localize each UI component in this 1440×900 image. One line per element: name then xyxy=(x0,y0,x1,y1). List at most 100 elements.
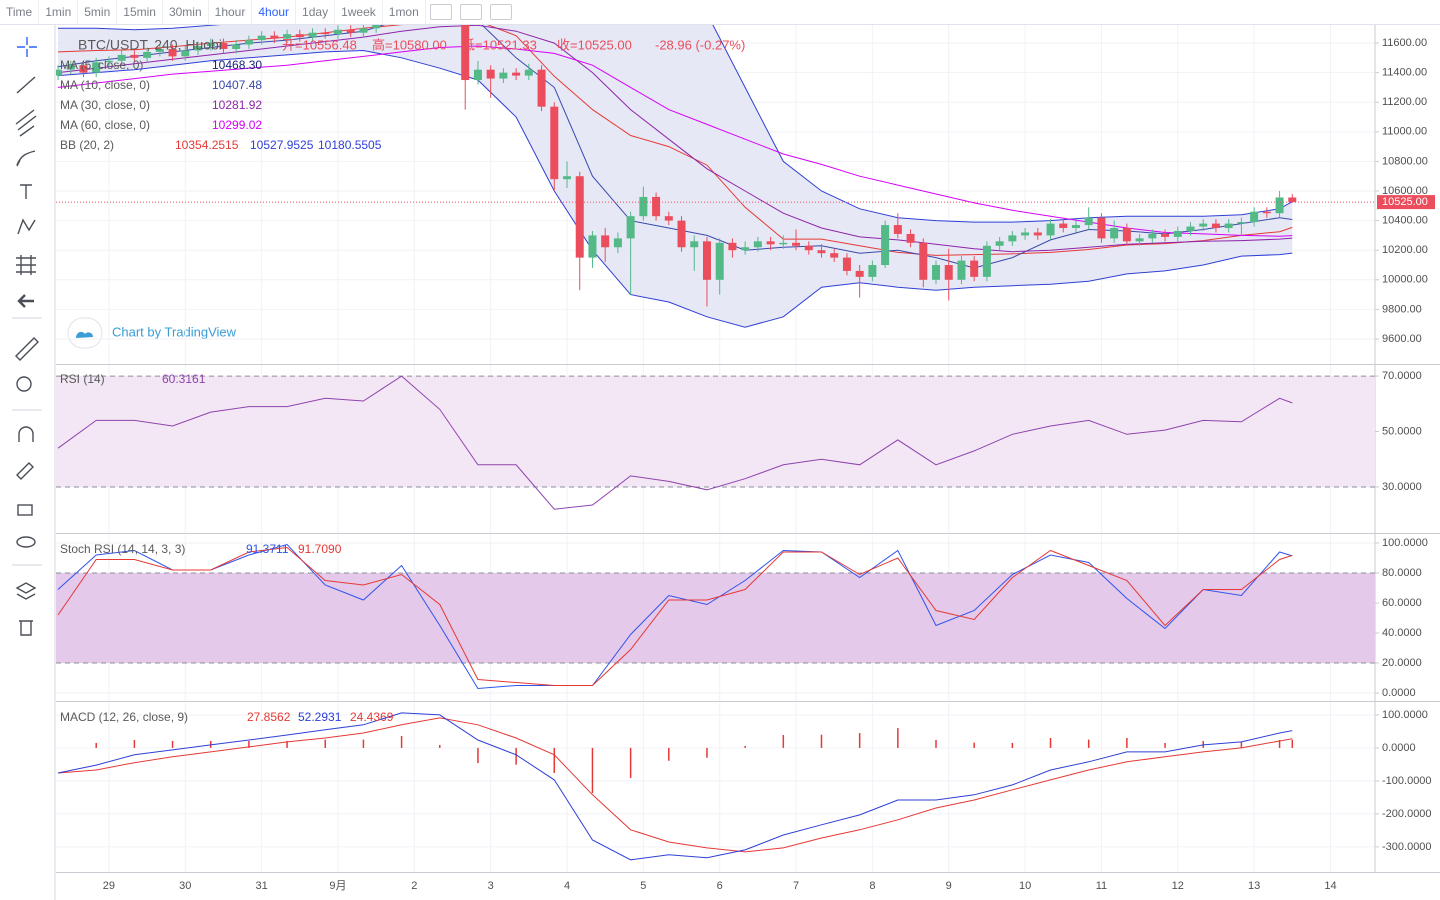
candle-body xyxy=(512,72,521,76)
band-fill xyxy=(56,572,1375,664)
x-tick-label: 5 xyxy=(640,880,646,892)
histogram-bar xyxy=(553,747,556,773)
lock-drawing-tool[interactable] xyxy=(16,462,34,480)
interval-button[interactable]: 30min xyxy=(163,0,209,24)
candle-body xyxy=(779,242,788,245)
candle-body xyxy=(893,225,902,234)
histogram-bar xyxy=(1164,742,1166,748)
text-tool[interactable] xyxy=(20,184,32,199)
back-tool[interactable] xyxy=(17,294,34,308)
legend-name: MA (60, close, 0) xyxy=(60,118,150,132)
candle-body xyxy=(181,50,190,57)
candle-body xyxy=(66,65,75,70)
histogram-bar xyxy=(973,742,975,748)
legend-name: MACD (12, 26, close, 9) xyxy=(60,710,188,724)
interval-button[interactable]: 5min xyxy=(78,0,118,24)
pattern-tool[interactable] xyxy=(17,218,36,235)
legend-value: 60.3161 xyxy=(162,372,206,386)
ruler-tool[interactable] xyxy=(15,337,39,361)
fib-tool[interactable] xyxy=(15,109,37,137)
candle-body xyxy=(130,54,139,58)
candle-body xyxy=(524,69,533,76)
candle-body xyxy=(563,176,572,180)
zoom-tool[interactable] xyxy=(16,376,32,392)
legend-value: 10407.48 xyxy=(212,78,262,92)
interval-button[interactable]: 15min xyxy=(117,0,163,24)
ohlc-label: 收=10525.00 xyxy=(557,37,632,52)
candle-body xyxy=(715,242,724,280)
pane xyxy=(56,703,1375,872)
legend-value: 10180.5505 xyxy=(318,138,382,152)
histogram-bar xyxy=(706,747,708,758)
crosshair-tool[interactable] xyxy=(17,37,37,57)
last-price-tag xyxy=(1377,195,1435,210)
interval-button[interactable]: 1min xyxy=(39,0,79,24)
y-tick-label: 50.0000 xyxy=(1382,425,1422,437)
interval-button[interactable]: 1week xyxy=(335,0,383,24)
prediction-tool[interactable] xyxy=(16,255,36,275)
interval-button[interactable]: 1hour xyxy=(209,0,253,24)
histogram-bar xyxy=(1049,737,1052,748)
visibility-tool[interactable] xyxy=(16,536,36,548)
interval-button[interactable]: 1day xyxy=(296,0,336,24)
candle-body xyxy=(957,260,966,280)
candle-body xyxy=(308,32,317,38)
candle-body xyxy=(1250,211,1259,223)
layers-tool[interactable] xyxy=(15,582,37,600)
lock-tool[interactable] xyxy=(17,504,33,516)
legend-value: 10299.02 xyxy=(212,118,262,132)
histogram-bar xyxy=(629,747,632,778)
candle-body xyxy=(1084,217,1093,226)
legend-value: 10527.9525 xyxy=(250,138,314,152)
candle-body xyxy=(1021,232,1030,236)
x-tick-label: 30 xyxy=(179,880,191,892)
histogram-bar xyxy=(1011,742,1014,748)
y-tick-label: -200.0000 xyxy=(1382,808,1432,820)
histogram-bar xyxy=(744,745,746,748)
candle-body xyxy=(792,242,801,246)
brush-tool[interactable] xyxy=(16,150,36,167)
x-tick-label: 9 xyxy=(946,880,952,892)
candle-body xyxy=(1199,223,1208,227)
candle-body xyxy=(1148,233,1157,239)
magnet-tool[interactable] xyxy=(18,426,34,442)
candle-body xyxy=(601,235,610,248)
candle-body xyxy=(219,43,228,49)
x-tick-label: 9月 xyxy=(329,880,346,892)
ohlc-label: 开=10556.48 xyxy=(282,37,357,52)
delete-tool[interactable] xyxy=(19,620,33,636)
histogram-bar xyxy=(935,739,937,748)
candle-body xyxy=(881,225,890,266)
trendline-tool[interactable] xyxy=(16,76,36,94)
candle-body xyxy=(932,265,941,280)
ohlc-label: 低=10521.33 xyxy=(462,37,537,52)
interval-button[interactable]: 1mon xyxy=(383,0,426,24)
candle-body xyxy=(1033,232,1042,236)
ma-line xyxy=(57,45,1293,237)
y-tick-label: 11400.00 xyxy=(1382,67,1427,79)
histogram-bar xyxy=(1291,739,1294,748)
y-tick-label: 60.0000 xyxy=(1382,597,1422,609)
settings-button[interactable] xyxy=(459,4,482,20)
candle-body xyxy=(1173,230,1182,237)
candle-body xyxy=(333,29,342,35)
histogram-bar xyxy=(171,740,174,748)
legend-value: 10281.92 xyxy=(212,98,262,112)
drawing-toolbar xyxy=(12,24,56,900)
x-tick-label: 12 xyxy=(1172,880,1184,892)
histogram-bar xyxy=(1087,739,1090,748)
candle-body xyxy=(753,241,762,248)
histogram-bar xyxy=(515,747,517,765)
legend-name: MA (30, close, 0) xyxy=(60,98,150,112)
histogram-bar xyxy=(1126,737,1128,748)
y-tick-label: 9800.00 xyxy=(1382,303,1422,315)
fullscreen-button[interactable] xyxy=(489,4,512,20)
legend-value: 91.7090 xyxy=(298,542,342,556)
candle-body xyxy=(626,216,635,239)
y-tick-label: 10600.00 xyxy=(1382,185,1428,197)
interval-button[interactable]: 4hour xyxy=(252,0,297,24)
chart-style-button[interactable] xyxy=(429,4,452,20)
candle-body xyxy=(677,220,686,248)
